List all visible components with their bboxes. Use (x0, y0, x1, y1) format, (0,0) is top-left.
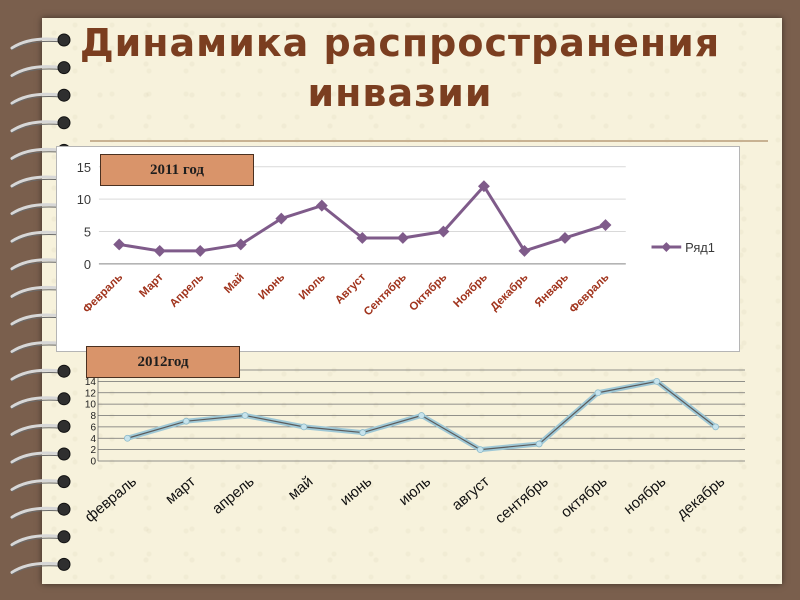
x-tick-label: Декабрь (488, 271, 530, 313)
slide-title: Динамика распространения инвазии (79, 21, 721, 115)
x-tick-label: Май (222, 271, 247, 296)
x-tick-label: Октябрь (407, 271, 449, 313)
badge-2011: 2011 год (100, 154, 254, 186)
x-tick-label: Март (137, 271, 166, 300)
title-divider (90, 140, 768, 142)
data-point-2011 (275, 212, 288, 225)
x-tick-label: Ноябрь (451, 271, 490, 310)
data-point-2011 (315, 199, 328, 212)
x-tick-label: Февраль (567, 271, 611, 315)
data-point-2011 (599, 219, 612, 231)
data-point-2011 (559, 232, 571, 244)
x-tick-label: Июль (297, 271, 328, 302)
x-tick-label: Август (333, 271, 369, 307)
y-tick-label: 10 (77, 192, 91, 207)
x-tick-label: Апрель (168, 271, 207, 310)
data-point-2011 (356, 232, 369, 244)
x-tick-label: Январь (533, 271, 571, 309)
x-tick-label: Февраль (81, 271, 125, 315)
data-point-2011 (477, 180, 490, 193)
data-point-2011 (153, 244, 166, 257)
data-point-2011 (396, 232, 409, 244)
y-tick-label: 15 (77, 160, 91, 175)
x-tick-label: Сентябрь (362, 271, 409, 318)
legend-marker (661, 242, 672, 252)
badge-2012: 2012год (86, 346, 240, 378)
data-point-2011 (518, 244, 531, 257)
data-point-2011 (113, 238, 126, 251)
y-tick-label: 5 (84, 224, 91, 239)
x-tick-label: Июнь (256, 271, 287, 302)
data-point-2011 (194, 244, 207, 257)
y-tick-label: 0 (84, 257, 91, 272)
legend-label: Ряд1 (685, 240, 715, 255)
